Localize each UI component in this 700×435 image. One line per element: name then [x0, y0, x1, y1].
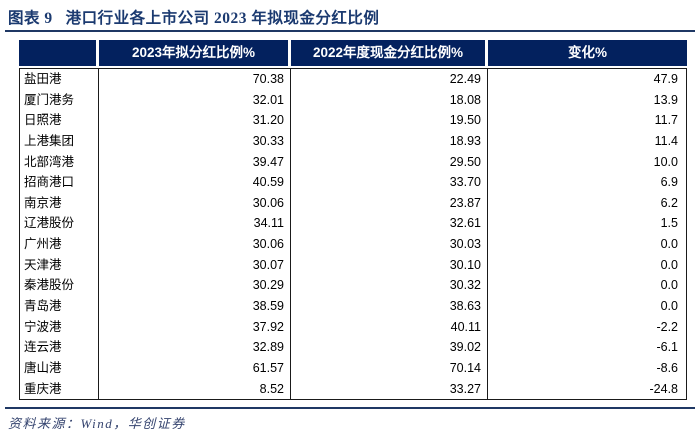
- value-cell: 70.14: [291, 357, 488, 379]
- value-cell: 38.63: [291, 296, 488, 317]
- company-cell: 重庆港: [20, 378, 99, 400]
- company-cell: 上港集团: [20, 130, 99, 152]
- value-cell: 30.06: [99, 192, 291, 214]
- value-cell: 23.87: [291, 192, 488, 214]
- value-cell: 30.29: [99, 275, 291, 297]
- value-cell: 32.61: [291, 213, 488, 235]
- value-cell: 19.50: [291, 110, 488, 131]
- value-cell: 32.01: [99, 89, 291, 111]
- value-cell: 30.07: [99, 254, 291, 276]
- title-divider: [5, 30, 695, 32]
- value-cell: 38.59: [99, 296, 291, 317]
- value-cell: 33.27: [291, 378, 488, 400]
- column-header: 2023年拟分红比例%: [99, 40, 291, 66]
- figure-title: 图表 9 港口行业各上市公司 2023 年拟现金分红比例: [8, 6, 379, 28]
- value-cell: 13.9: [653, 92, 678, 107]
- column-header: 2022年度现金分红比例%: [291, 40, 488, 66]
- value-cell: 33.70: [291, 172, 488, 193]
- value-cell: 0.0: [660, 257, 678, 272]
- company-cell: 天津港: [20, 254, 99, 276]
- value-cell: 30.03: [291, 234, 488, 255]
- corner-header-cell: [19, 40, 99, 66]
- company-cell: 宁波港: [20, 316, 99, 338]
- value-cell: 0.0: [660, 237, 678, 252]
- value-cell: 11.7: [654, 113, 678, 128]
- source-divider: [5, 407, 695, 409]
- value-cell: -24.8: [649, 381, 679, 396]
- value-cell: 61.57: [99, 357, 291, 379]
- value-cell: 32.89: [99, 337, 291, 358]
- value-cell: 30.32: [291, 275, 488, 297]
- value-cell: 18.93: [291, 130, 488, 152]
- value-cell: 40.11: [291, 316, 488, 338]
- value-cell: 70.38: [99, 69, 291, 90]
- value-cell: 18.08: [291, 89, 488, 111]
- value-cell: 40.59: [99, 172, 291, 193]
- figure-name: 港口行业各上市公司 2023 年拟现金分红比例: [65, 10, 380, 27]
- table-body: 盐田港 70.38 22.49 47.9 厦门港务 32.01 18.08 13.9 日照港 31…: [19, 68, 687, 401]
- value-cell: 31.20: [99, 110, 291, 131]
- company-cell: 青岛港: [20, 296, 99, 317]
- dividend-table: 2023年拟分红比例% 2022年度现金分红比例% 变化% 盐田港 70.38 22.4…: [19, 40, 687, 401]
- value-cell: 39.47: [99, 151, 291, 173]
- company-cell: 广州港: [20, 234, 99, 255]
- value-cell: 30.10: [291, 254, 488, 276]
- company-cell: 招商港口: [20, 172, 99, 193]
- company-cell: 辽港股份: [20, 213, 99, 235]
- company-cell: 盐田港: [20, 69, 99, 90]
- value-cell: 47.9: [653, 72, 678, 86]
- column-header: 变化%: [488, 40, 687, 66]
- table-header-row: 2023年拟分红比例% 2022年度现金分红比例% 变化%: [19, 40, 687, 66]
- company-cell: 日照港: [20, 110, 99, 131]
- source-note: 资料来源：Wind，华创证券: [8, 416, 186, 431]
- value-cell: 39.02: [291, 337, 488, 358]
- value-cell: -6.1: [656, 340, 678, 355]
- value-cell: 22.49: [291, 69, 488, 90]
- value-cell: 37.92: [99, 316, 291, 338]
- value-cell: -2.2: [656, 319, 678, 334]
- company-cell: 南京港: [20, 192, 99, 214]
- value-cell: 29.50: [291, 151, 488, 173]
- company-cell: 北部湾港: [20, 151, 99, 173]
- value-cell: 34.11: [99, 213, 291, 235]
- value-cell: 30.06: [99, 234, 291, 255]
- value-cell: 30.33: [99, 130, 291, 152]
- company-cell: 厦门港务: [20, 89, 99, 111]
- value-cell: -8.6: [656, 360, 678, 375]
- value-cell: 6.9: [660, 175, 678, 190]
- figure-label: 图表 9: [8, 10, 53, 27]
- value-cell: 8.52: [99, 378, 291, 400]
- company-cell: 连云港: [20, 337, 99, 358]
- value-cell: 10.0: [653, 154, 678, 169]
- value-cell: 1.5: [660, 216, 678, 231]
- value-cell: 6.2: [660, 195, 678, 210]
- value-cell: 0.0: [660, 278, 678, 293]
- value-cell: 11.4: [654, 133, 678, 148]
- company-cell: 秦港股份: [20, 275, 99, 297]
- company-cell: 唐山港: [20, 357, 99, 379]
- value-cell: 0.0: [660, 299, 678, 314]
